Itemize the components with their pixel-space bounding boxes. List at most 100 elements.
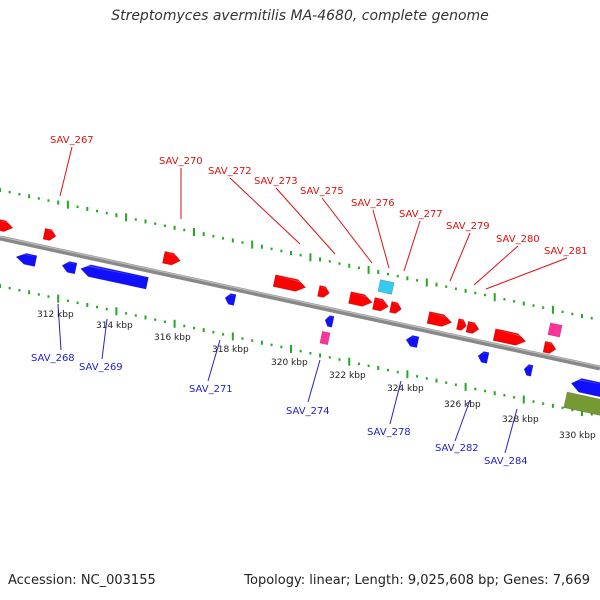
tick-label: 316 kbp [154, 333, 191, 343]
callout-line [57, 303, 62, 351]
gene-label[interactable]: SAV_275 [300, 186, 344, 197]
gene-feature [324, 315, 335, 328]
gene-feature [477, 351, 490, 364]
gene-feature [547, 322, 563, 338]
gene-feature [42, 227, 57, 241]
gene-arrow [162, 250, 181, 266]
gene-feature [162, 250, 182, 266]
callout-line [229, 177, 301, 245]
gene-feature [317, 285, 331, 298]
gene-label[interactable]: SAV_277 [399, 209, 443, 220]
gene-arrow [272, 274, 307, 292]
callout-line [372, 209, 390, 269]
gene-label[interactable]: SAV_282 [435, 443, 479, 454]
tick-label: 322 kbp [329, 371, 366, 381]
gene-label[interactable]: SAV_279 [446, 221, 490, 232]
tick-label: 312 kbp [37, 310, 74, 320]
gene-arrow [563, 391, 600, 417]
gene-arrow-shine [478, 352, 489, 354]
gene-feature [389, 301, 403, 314]
gene-feature [372, 297, 390, 312]
callout-line [389, 380, 402, 425]
gene-feature [456, 318, 468, 331]
callout-line [485, 257, 568, 290]
gene-arrow [61, 261, 78, 275]
gene-feature [426, 311, 453, 327]
callout-line [473, 245, 519, 286]
gene-label[interactable]: SAV_284 [484, 456, 528, 467]
gene-arrow-shine [0, 219, 14, 225]
tick-label: 320 kbp [271, 358, 308, 368]
gene-label[interactable]: SAV_276 [351, 198, 395, 209]
gene-label[interactable]: SAV_268 [31, 353, 75, 364]
gene-label[interactable]: SAV_274 [286, 406, 330, 417]
gene-label[interactable]: SAV_272 [208, 166, 252, 177]
gene-label[interactable]: SAV_278 [367, 427, 411, 438]
gene-arrow-shine [524, 365, 533, 367]
tick-label: 314 kbp [96, 321, 133, 331]
callout-lines [57, 146, 568, 454]
gene-feature [0, 218, 14, 232]
diagram-title: Streptomyces avermitilis MA-4680, comple… [111, 8, 489, 24]
gene-arrow [389, 301, 402, 314]
gene-labels-bottom: SAV_268 SAV_269 SAV_271 SAV_274 SAV_278 … [31, 353, 528, 467]
tick-label: 318 kbp [212, 345, 249, 355]
gene-label[interactable]: SAV_271 [189, 384, 233, 395]
callout-line [275, 187, 336, 255]
gene-feature [465, 320, 480, 334]
tick-label: 324 kbp [387, 384, 424, 394]
gene-arrow [405, 335, 420, 349]
callout-line [504, 408, 518, 454]
gene-arrow-shine [458, 319, 468, 323]
gene-feature [80, 264, 149, 290]
callout-line [403, 220, 421, 272]
gene-arrow [523, 364, 534, 377]
callout-line [101, 318, 108, 360]
callout-line [321, 197, 373, 264]
gene-feature [563, 391, 600, 417]
gene-label[interactable]: SAV_267 [50, 135, 94, 146]
gene-arrow [426, 311, 453, 327]
gene-arrow [317, 285, 330, 298]
gene-arrow [570, 378, 600, 398]
gene-label[interactable]: SAV_280 [496, 234, 540, 245]
gene-label[interactable]: SAV_281 [544, 246, 588, 257]
gene-label[interactable]: SAV_270 [159, 156, 203, 167]
tick-labels: 312 kbp 314 kbp 316 kbp 318 kbp 320 kbp … [37, 310, 596, 441]
callout-line [307, 359, 321, 403]
gene-feature [224, 293, 237, 306]
gene-arrow [324, 315, 335, 328]
gene-arrow [224, 293, 237, 306]
gene-arrow-shine [468, 322, 480, 327]
gene-arrow-shine [325, 316, 334, 318]
ruler-top [0, 188, 593, 320]
gene-arrow-shine [16, 253, 37, 257]
gene-arrow [547, 322, 563, 338]
gene-arrow-shine [81, 265, 149, 279]
gene-feature [61, 261, 78, 275]
gene-arrow [477, 351, 490, 364]
genes [0, 218, 600, 417]
accession-text: Accession: NC_003155 [8, 573, 156, 588]
gene-arrow [492, 328, 527, 346]
gene-arrow [372, 297, 389, 312]
gene-feature [523, 364, 534, 377]
gene-arrow [42, 227, 57, 241]
gene-arrow-shine [225, 294, 236, 296]
gene-feature [15, 253, 38, 267]
gene-feature [492, 328, 527, 346]
gene-arrow [456, 318, 467, 331]
genome-summary-text: Topology: linear; Length: 9,025,608 bp; … [244, 573, 590, 588]
tick-label: 328 kbp [502, 415, 539, 425]
gene-feature [405, 335, 420, 349]
gene-arrow [0, 218, 14, 232]
gene-label[interactable]: SAV_273 [254, 176, 298, 187]
genome-backbone [0, 235, 600, 371]
gene-arrow [348, 291, 373, 307]
gene-label[interactable]: SAV_269 [79, 362, 123, 373]
gene-feature [542, 340, 557, 354]
tick-label: 326 kbp [444, 400, 481, 410]
gene-feature [348, 291, 374, 307]
gene-feature [319, 330, 331, 346]
